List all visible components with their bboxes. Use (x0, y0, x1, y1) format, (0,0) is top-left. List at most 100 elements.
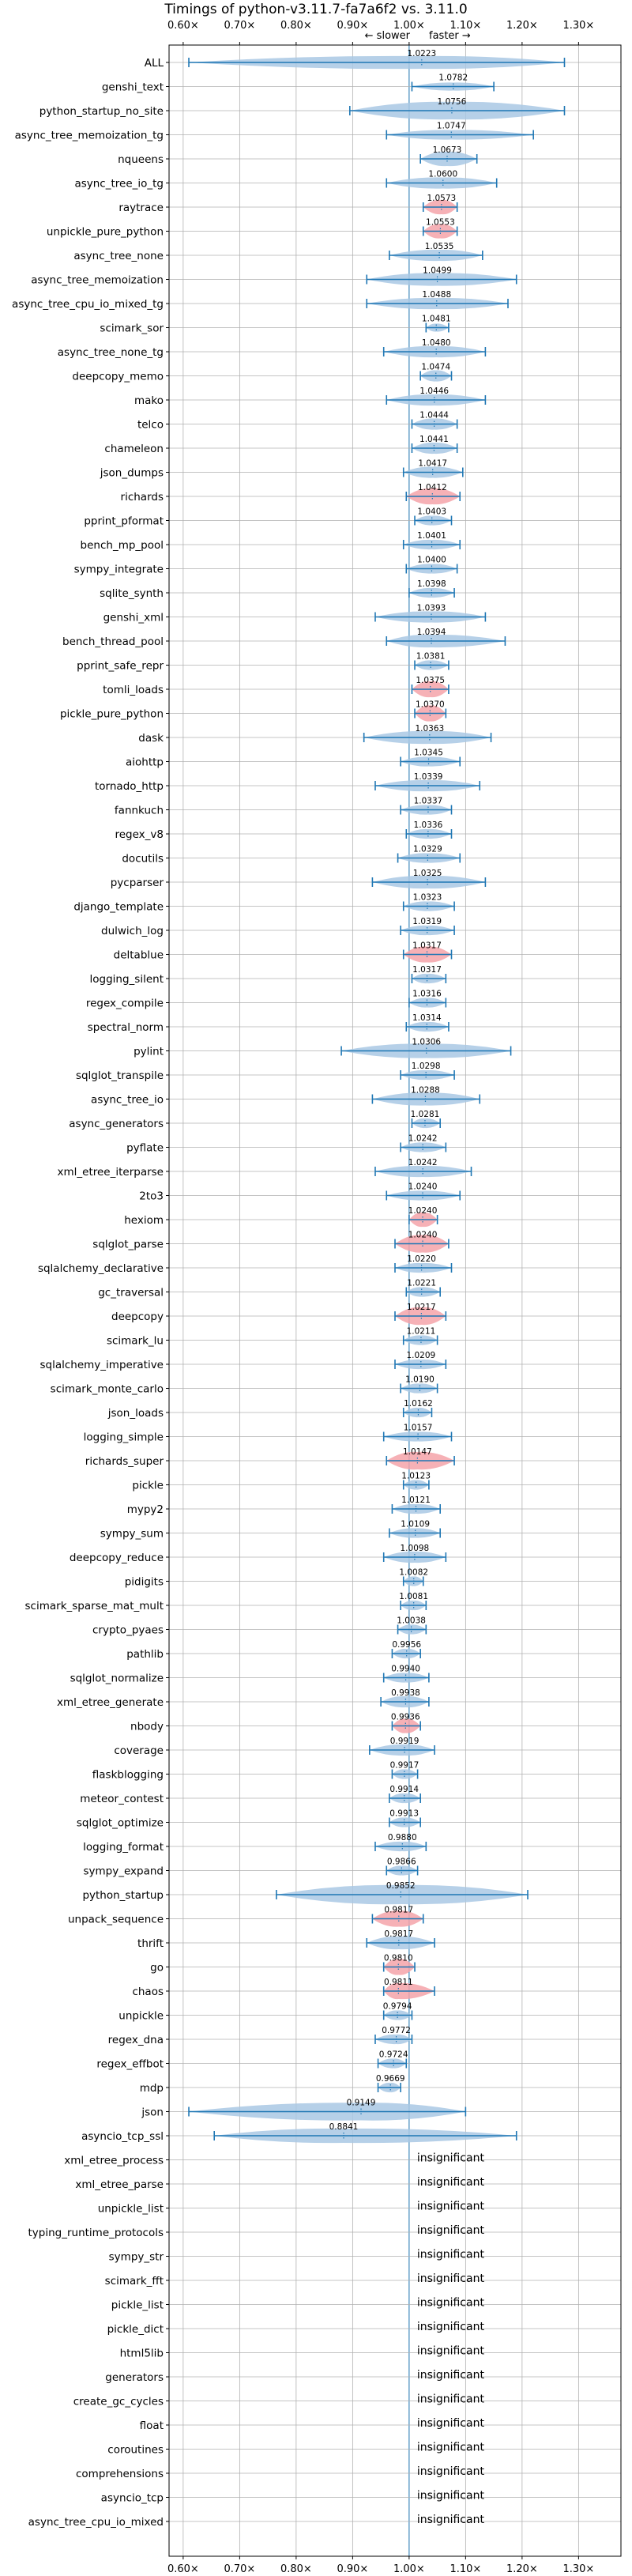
value-label: 0.9956 (392, 1640, 421, 1650)
value-label: 1.0223 (407, 49, 436, 58)
insignificant-label: insignificant (417, 2272, 485, 2285)
benchmark-label: ALL (145, 57, 164, 70)
value-label: 1.0673 (433, 145, 462, 155)
tick-label-top: 1.00× (393, 20, 425, 32)
value-label: 0.9817 (384, 1906, 413, 1915)
insignificant-label: insignificant (417, 2490, 485, 2502)
value-label: 1.0535 (425, 242, 454, 251)
value-label: 1.0553 (426, 218, 455, 228)
benchmark-label: tornado_http (95, 780, 164, 793)
benchmark-label: asyncio_tcp_ssl (81, 2130, 164, 2143)
benchmark-label: scimark_sor (100, 322, 164, 335)
value-label: 1.0281 (411, 1110, 440, 1119)
benchmark-label: sqlalchemy_declarative (38, 1262, 164, 1275)
benchmark-label: pprint_safe_repr (77, 660, 164, 673)
value-label: 1.0394 (417, 628, 446, 637)
grid-lines (169, 45, 621, 2556)
benchmark-label: telco (137, 419, 164, 432)
benchmark-label: pylint (134, 1046, 164, 1058)
benchmark-label: richards (121, 491, 164, 504)
benchmark-label: bench_mp_pool (81, 539, 164, 552)
category-labels: ALL genshi_text python_startup_no_siteasyn… (12, 57, 164, 2529)
benchmark-label: unpickle_list (98, 2203, 164, 2216)
value-label: 1.0098 (401, 1544, 430, 1553)
benchmark-label: pickle (132, 1480, 164, 1492)
insignificant-label: insignificant (417, 2369, 485, 2382)
benchmark-label: xml_etree_generate (57, 1696, 164, 1709)
value-label: 1.0162 (404, 1399, 433, 1409)
benchmark-label: html5lib (120, 2348, 164, 2360)
insignificant-label: insignificant (417, 2393, 485, 2406)
value-label: 1.0123 (401, 1472, 431, 1481)
value-label: 1.0209 (406, 1351, 435, 1360)
insignificant-label: insignificant (417, 2297, 485, 2310)
subtitle-faster: faster → (429, 30, 471, 42)
tick-label-bottom: 0.60× (167, 2563, 199, 2575)
benchmark-label: pycparser (111, 877, 164, 889)
value-label: 1.0337 (414, 797, 443, 806)
benchmark-label: unpack_sequence (68, 1914, 164, 1926)
benchmark-label: pprint_pformat (84, 515, 164, 528)
benchmark-label: asyncio_tcp (101, 2492, 164, 2505)
value-label: 1.0157 (404, 1424, 433, 1433)
value-label: 1.0240 (408, 1206, 438, 1216)
value-label: 1.0393 (417, 604, 446, 613)
value-label: 1.0600 (428, 170, 457, 179)
value-label: 1.0316 (412, 990, 442, 999)
benchmark-label: sqlglot_optimize (77, 1817, 164, 1830)
value-label: 1.0481 (422, 315, 451, 324)
benchmark-label: create_gc_cycles (73, 2396, 164, 2408)
tick-label-top: 0.80× (280, 20, 312, 32)
benchmark-label: hexiom (124, 1214, 164, 1227)
benchmark-label: regex_dna (108, 2034, 164, 2046)
value-label: 1.0370 (416, 700, 445, 710)
benchmark-label: deepcopy (111, 1311, 164, 1323)
benchmark-label: spectral_norm (88, 1021, 164, 1034)
chart-title: Timings of python-v3.11.7-fa7a6f2 vs. 3.… (164, 2, 467, 17)
tick-label-top: 0.90× (337, 20, 368, 32)
benchmark-label: mypy2 (127, 1503, 164, 1516)
benchmark-label: mako (134, 394, 164, 407)
value-label: 1.0240 (408, 1182, 438, 1192)
benchmark-label: async_tree_cpu_io_mixed (28, 2516, 164, 2529)
benchmark-label: dulwich_log (101, 925, 164, 937)
benchmark-label: thrift (137, 1937, 164, 1950)
benchmark-label: coroutines (107, 2444, 164, 2457)
value-label: 0.9940 (391, 1665, 420, 1674)
benchmark-label: async_tree_none (73, 250, 164, 262)
insignificant-label: insignificant (417, 2249, 485, 2261)
value-label: 1.0339 (414, 772, 443, 782)
value-label: 1.0319 (412, 917, 442, 926)
value-label: 1.0499 (423, 266, 452, 276)
value-label: 1.0756 (438, 97, 467, 107)
benchmark-label: pickle_list (111, 2299, 164, 2312)
benchmark-label: sympy_integrate (74, 564, 164, 576)
tick-label-bottom: 0.90× (337, 2563, 368, 2575)
value-label: 1.0398 (417, 579, 446, 589)
benchmark-label: float (140, 2419, 164, 2432)
benchmark-label: python_startup (82, 1889, 164, 1902)
benchmark-label: bench_thread_pool (62, 636, 164, 648)
benchmark-label: sqlglot_parse (92, 1239, 164, 1251)
benchmark-label: gc_traversal (98, 1287, 164, 1299)
value-label: 1.0446 (419, 387, 449, 396)
tick-label-bottom: 0.70× (224, 2563, 255, 2575)
benchmark-label: richards_super (85, 1455, 164, 1468)
value-label: 1.0288 (411, 1086, 440, 1096)
benchmark-label: genshi_text (102, 81, 164, 94)
tick-label-top: 0.70× (224, 20, 255, 32)
benchmark-label: sympy_str (109, 2251, 164, 2264)
value-label: 1.0317 (412, 965, 442, 975)
value-label: 0.9866 (387, 1858, 416, 1867)
tick-label-bottom: 1.30× (562, 2563, 594, 2575)
value-label: 1.0782 (438, 74, 468, 83)
benchmark-label: pathlib (126, 1648, 164, 1661)
value-label: 1.0325 (413, 869, 442, 878)
benchmark-label: async_tree_memoization (31, 274, 164, 287)
value-label: 1.0211 (407, 1327, 436, 1337)
benchmark-label: sqlglot_normalize (70, 1673, 164, 1685)
value-label: 1.0121 (401, 1495, 431, 1505)
benchmark-label: comprehensions (76, 2468, 164, 2480)
insignificant-label: insignificant (417, 2152, 485, 2165)
